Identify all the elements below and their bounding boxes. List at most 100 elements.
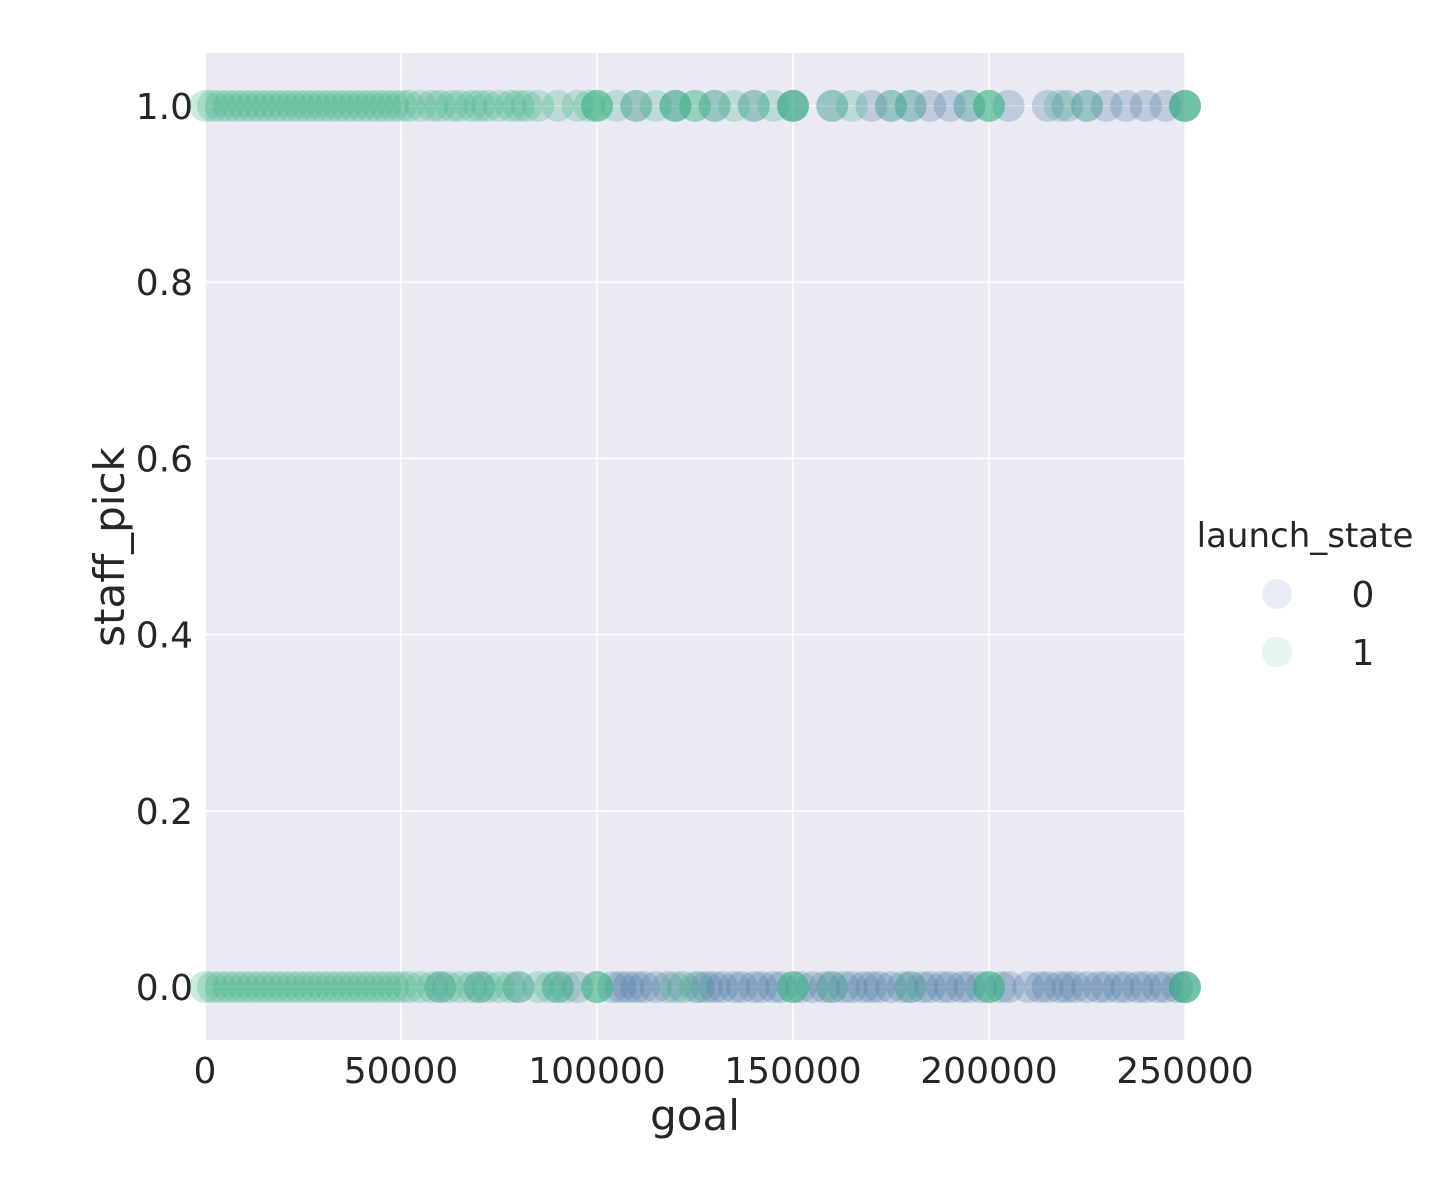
scatter-point-state-1 [581,971,613,1004]
scatter-point-state-0 [1051,971,1084,1004]
scatter-point-state-0 [925,971,958,1004]
scatter-point-state-1 [835,89,868,122]
scatter-point-state-1 [290,971,323,1004]
scatter-point-state-0 [777,89,809,122]
scatter-point-state-1 [267,971,300,1004]
scatter-point-state-1 [679,89,711,122]
scatter-point-state-0 [906,971,939,1004]
scatter-point-state-0 [698,89,731,122]
scatter-point-state-0 [1031,971,1064,1004]
scatter-point-state-1 [698,89,731,122]
scatter-point-state-1 [561,89,594,122]
scatter-point-state-1 [541,89,574,122]
scatter-point-state-1 [471,971,504,1004]
scatter-point-state-1 [369,89,402,122]
y-tick-label: 0.8 [136,263,193,304]
scatter-point-state-1 [973,89,1005,122]
scatter-point-state-0 [1102,971,1135,1004]
scatter-point-state-1 [1169,971,1201,1004]
scatter-point-state-1 [275,971,308,1004]
scatter-point-state-1 [522,89,555,122]
scatter-point-state-1 [322,89,355,122]
scatter-point-state-1 [679,89,711,122]
scatter-point-state-0 [1169,971,1201,1004]
scatter-point-state-0 [1149,89,1182,122]
scatter-point-state-1 [283,971,316,1004]
scatter-point-state-1 [659,89,692,122]
scatter-point-state-1 [894,971,927,1004]
scatter-point-state-0 [808,971,841,1004]
scatter-point-state-1 [283,89,316,122]
scatter-point-state-1 [204,89,237,122]
scatter-point-state-1 [581,971,613,1004]
scatter-point-state-0 [945,971,978,1004]
scatter-point-state-0 [765,971,798,1004]
plot-background [205,53,1185,1040]
scatter-point-state-0 [1090,971,1123,1004]
scatter-point-state-0 [1012,971,1045,1004]
legend-label-0: 0 [1352,575,1375,616]
scatter-point-state-1 [1043,89,1076,122]
scatter-point-state-0 [875,971,907,1004]
scatter-point-state-1 [212,971,245,1004]
scatter-point-state-1 [973,971,1005,1004]
scatter-point-state-0 [847,971,880,1004]
scatter-point-state-1 [549,971,582,1004]
scatter-point-state-1 [424,971,457,1004]
scatter-point-state-1 [502,971,535,1004]
scatter-point-state-1 [236,971,269,1004]
scatter-point-state-0 [1071,89,1103,122]
scatter-point-state-1 [973,971,1005,1004]
scatter-point-state-0 [1023,971,1056,1004]
scatter-point-state-1 [581,89,613,122]
scatter-point-state-1 [1169,971,1201,1004]
scatter-point-state-1 [377,89,410,122]
scatter-point-state-0 [953,89,986,122]
scatter-point-state-1 [777,971,809,1004]
data-points [189,89,1201,1004]
legend: launch_state 0 1 [1197,516,1414,674]
scatter-point-state-1 [228,971,261,1004]
scatter-point-state-1 [522,971,555,1004]
scatter-point-state-1 [1071,89,1103,122]
scatter-point-state-0 [667,971,700,1004]
scatter-point-state-1 [212,89,245,122]
y-tick-labels: 0.0 0.2 0.4 0.6 0.8 1.0 [136,87,193,1009]
scatter-point-state-1 [581,89,613,122]
scatter-point-state-1 [953,89,986,122]
y-tick-label: 0.2 [136,792,193,833]
scatter-point-state-0 [682,971,715,1004]
scatter-point-state-0 [1129,971,1162,1004]
legend-marker-0 [1262,579,1292,609]
scatter-point-state-1 [416,89,449,122]
scatter-point-state-0 [784,971,817,1004]
scatter-point-state-1 [494,89,527,122]
scatter-point-state-0 [718,971,751,1004]
scatter-point-state-0 [1031,89,1064,122]
scatter-point-state-1 [345,89,378,122]
scatter-point-state-0 [737,971,770,1004]
scatter-point-state-1 [251,89,284,122]
scatter-point-state-1 [573,89,606,122]
scatter-point-state-0 [894,971,927,1004]
scatter-point-state-0 [1169,89,1201,122]
scatter-point-state-1 [777,89,809,122]
legend-title: launch_state [1197,516,1414,556]
scatter-point-state-1 [392,971,425,1004]
scatter-point-state-1 [973,971,1005,1004]
x-tick-label: 250000 [1116,1051,1253,1092]
scatter-point-state-1 [189,971,221,1004]
scatter-point-state-1 [502,89,535,122]
scatter-point-state-1 [875,89,907,122]
scatter-point-state-1 [337,89,370,122]
scatter-point-state-1 [251,971,284,1004]
legend-label-1: 1 [1352,633,1375,674]
scatter-point-state-1 [189,89,221,122]
scatter-point-state-0 [628,971,661,1004]
scatter-point-state-0 [894,89,927,122]
scatter-point-state-0 [502,971,535,1004]
scatter-point-state-1 [659,89,692,122]
scatter-point-state-0 [1110,89,1143,122]
scatter-point-state-1 [483,971,515,1004]
scatter-point-state-1 [1169,971,1201,1004]
